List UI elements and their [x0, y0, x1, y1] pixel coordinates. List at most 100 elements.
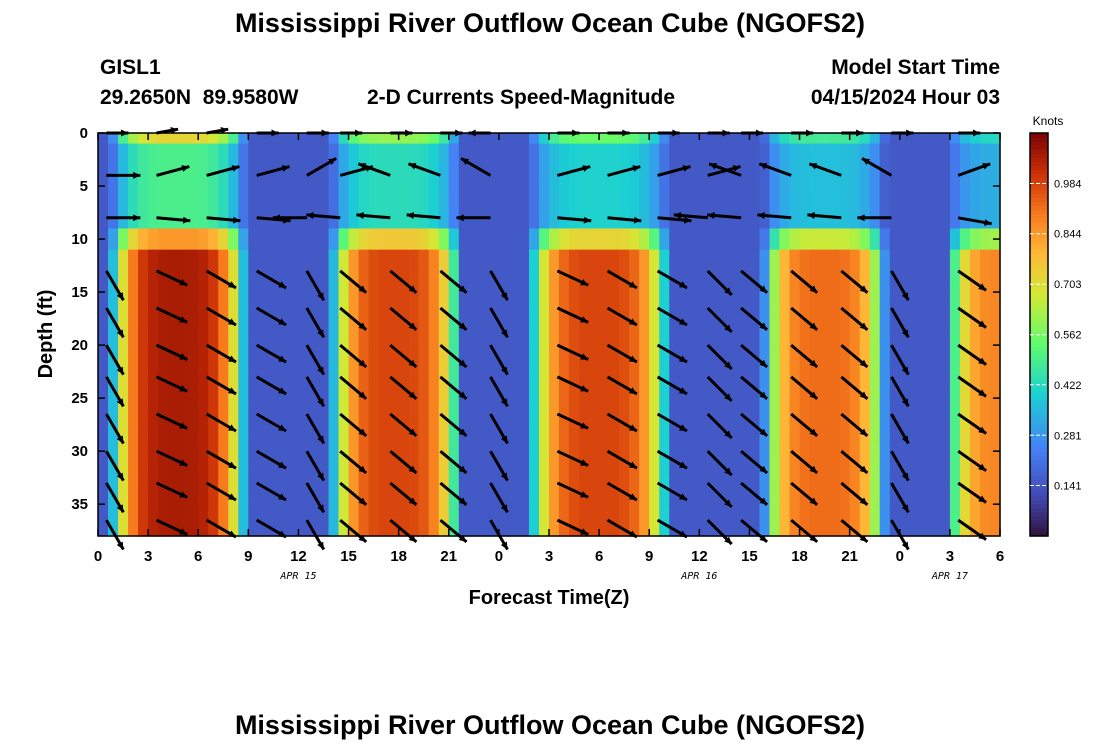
heatmap-cell — [318, 228, 330, 240]
heatmap-cell — [579, 260, 590, 272]
heatmap-cell — [729, 419, 741, 431]
heatmap-cell — [769, 249, 781, 261]
heatmap-cell — [308, 196, 320, 208]
heatmap-cell — [198, 451, 209, 463]
heatmap-cell — [528, 175, 540, 187]
heatmap-cell — [939, 175, 951, 187]
heatmap-cell — [569, 281, 580, 293]
heatmap-cell — [248, 472, 259, 484]
heatmap-cell — [388, 302, 400, 314]
heatmap-cell — [238, 323, 249, 336]
current-arrow — [740, 412, 769, 438]
heatmap-cell — [949, 292, 961, 304]
heatmap-cell — [829, 451, 841, 463]
heatmap-cell — [719, 217, 730, 230]
heatmap-cell — [418, 186, 430, 198]
heatmap-cell — [989, 292, 1001, 304]
heatmap-cell — [128, 355, 139, 367]
heatmap-cell — [599, 429, 610, 442]
heatmap-cell — [649, 164, 660, 177]
heatmap-cell — [348, 334, 360, 346]
heatmap-cell — [749, 154, 761, 166]
heatmap-cell — [448, 302, 460, 314]
heatmap-cell — [448, 472, 460, 484]
heatmap-cell — [318, 440, 330, 452]
heatmap-cell — [368, 514, 380, 526]
heatmap-cell — [689, 461, 700, 473]
heatmap-cell — [689, 355, 700, 367]
current-arrow — [305, 270, 326, 302]
heatmap-cell — [979, 366, 991, 378]
heatmap-cell — [809, 249, 821, 261]
heatmap-cell — [238, 249, 249, 261]
heatmap-cell — [458, 217, 470, 230]
heatmap-cell — [769, 175, 781, 187]
heatmap-cell — [278, 228, 290, 240]
heatmap-cell — [448, 175, 460, 187]
heatmap-cell — [98, 387, 109, 399]
heatmap-cell — [929, 164, 941, 177]
heatmap-cell — [729, 292, 741, 304]
heatmap-cell — [949, 398, 961, 410]
heatmap-cell — [959, 504, 971, 516]
heatmap-cell — [659, 514, 670, 526]
heatmap-cell — [549, 154, 560, 166]
heatmap-cell — [949, 472, 961, 484]
heatmap-cell — [569, 345, 580, 357]
heatmap-cell — [458, 376, 470, 389]
heatmap-cell — [759, 270, 771, 283]
heatmap-cell — [98, 376, 109, 389]
heatmap-cell — [919, 514, 931, 526]
heatmap-cell — [769, 186, 781, 198]
heatmap-cell — [949, 451, 961, 463]
heatmap-cell — [338, 239, 350, 251]
heatmap-cell — [498, 419, 510, 431]
heatmap-cell — [639, 345, 650, 357]
current-arrow — [607, 165, 641, 177]
current-arrow — [557, 216, 592, 224]
heatmap-cell — [889, 249, 901, 261]
heatmap-cell — [208, 133, 219, 145]
heatmap-cell — [268, 387, 279, 399]
heatmap-cell — [238, 313, 249, 325]
heatmap-cell — [949, 260, 961, 272]
heatmap-cell — [799, 376, 811, 389]
heatmap-cell — [919, 355, 931, 367]
heatmap-cell — [388, 323, 400, 336]
heatmap-cell — [589, 313, 600, 325]
heatmap-cell — [969, 376, 981, 389]
heatmap-cell — [508, 249, 520, 261]
current-arrow — [840, 518, 869, 544]
current-arrow — [556, 375, 589, 393]
heatmap-cell — [939, 525, 951, 537]
heatmap-cell — [619, 292, 630, 304]
heatmap-cell — [338, 207, 350, 219]
heatmap-cell — [348, 217, 360, 230]
heatmap-cell — [178, 461, 189, 473]
heatmap-cell — [238, 366, 249, 378]
heatmap-cell — [889, 440, 901, 452]
heatmap-cell — [969, 133, 981, 145]
heatmap-cell — [969, 260, 981, 272]
heatmap-cell — [348, 461, 360, 473]
heatmap-cell — [579, 398, 590, 410]
y-tick-label: 25 — [71, 390, 88, 407]
heatmap-cell — [549, 472, 560, 484]
heatmap-cell — [989, 398, 1001, 410]
heatmap-cell — [859, 292, 871, 304]
heatmap-cell — [518, 270, 530, 283]
heatmap-cell — [789, 472, 801, 484]
heatmap-cell — [959, 419, 971, 431]
heatmap-cell — [799, 260, 811, 272]
x-axis-label: Forecast Time(Z) — [469, 587, 630, 609]
heatmap-cell — [438, 260, 450, 272]
heatmap-cell — [408, 472, 420, 484]
heatmap-cell — [619, 302, 630, 314]
colorbar-segment — [1030, 459, 1048, 465]
heatmap-cell — [969, 345, 981, 357]
heatmap-cell — [919, 482, 931, 495]
heatmap-cell — [549, 376, 560, 389]
heatmap-cell — [118, 217, 129, 230]
heatmap-cell — [408, 217, 420, 230]
heatmap-cell — [318, 313, 330, 325]
